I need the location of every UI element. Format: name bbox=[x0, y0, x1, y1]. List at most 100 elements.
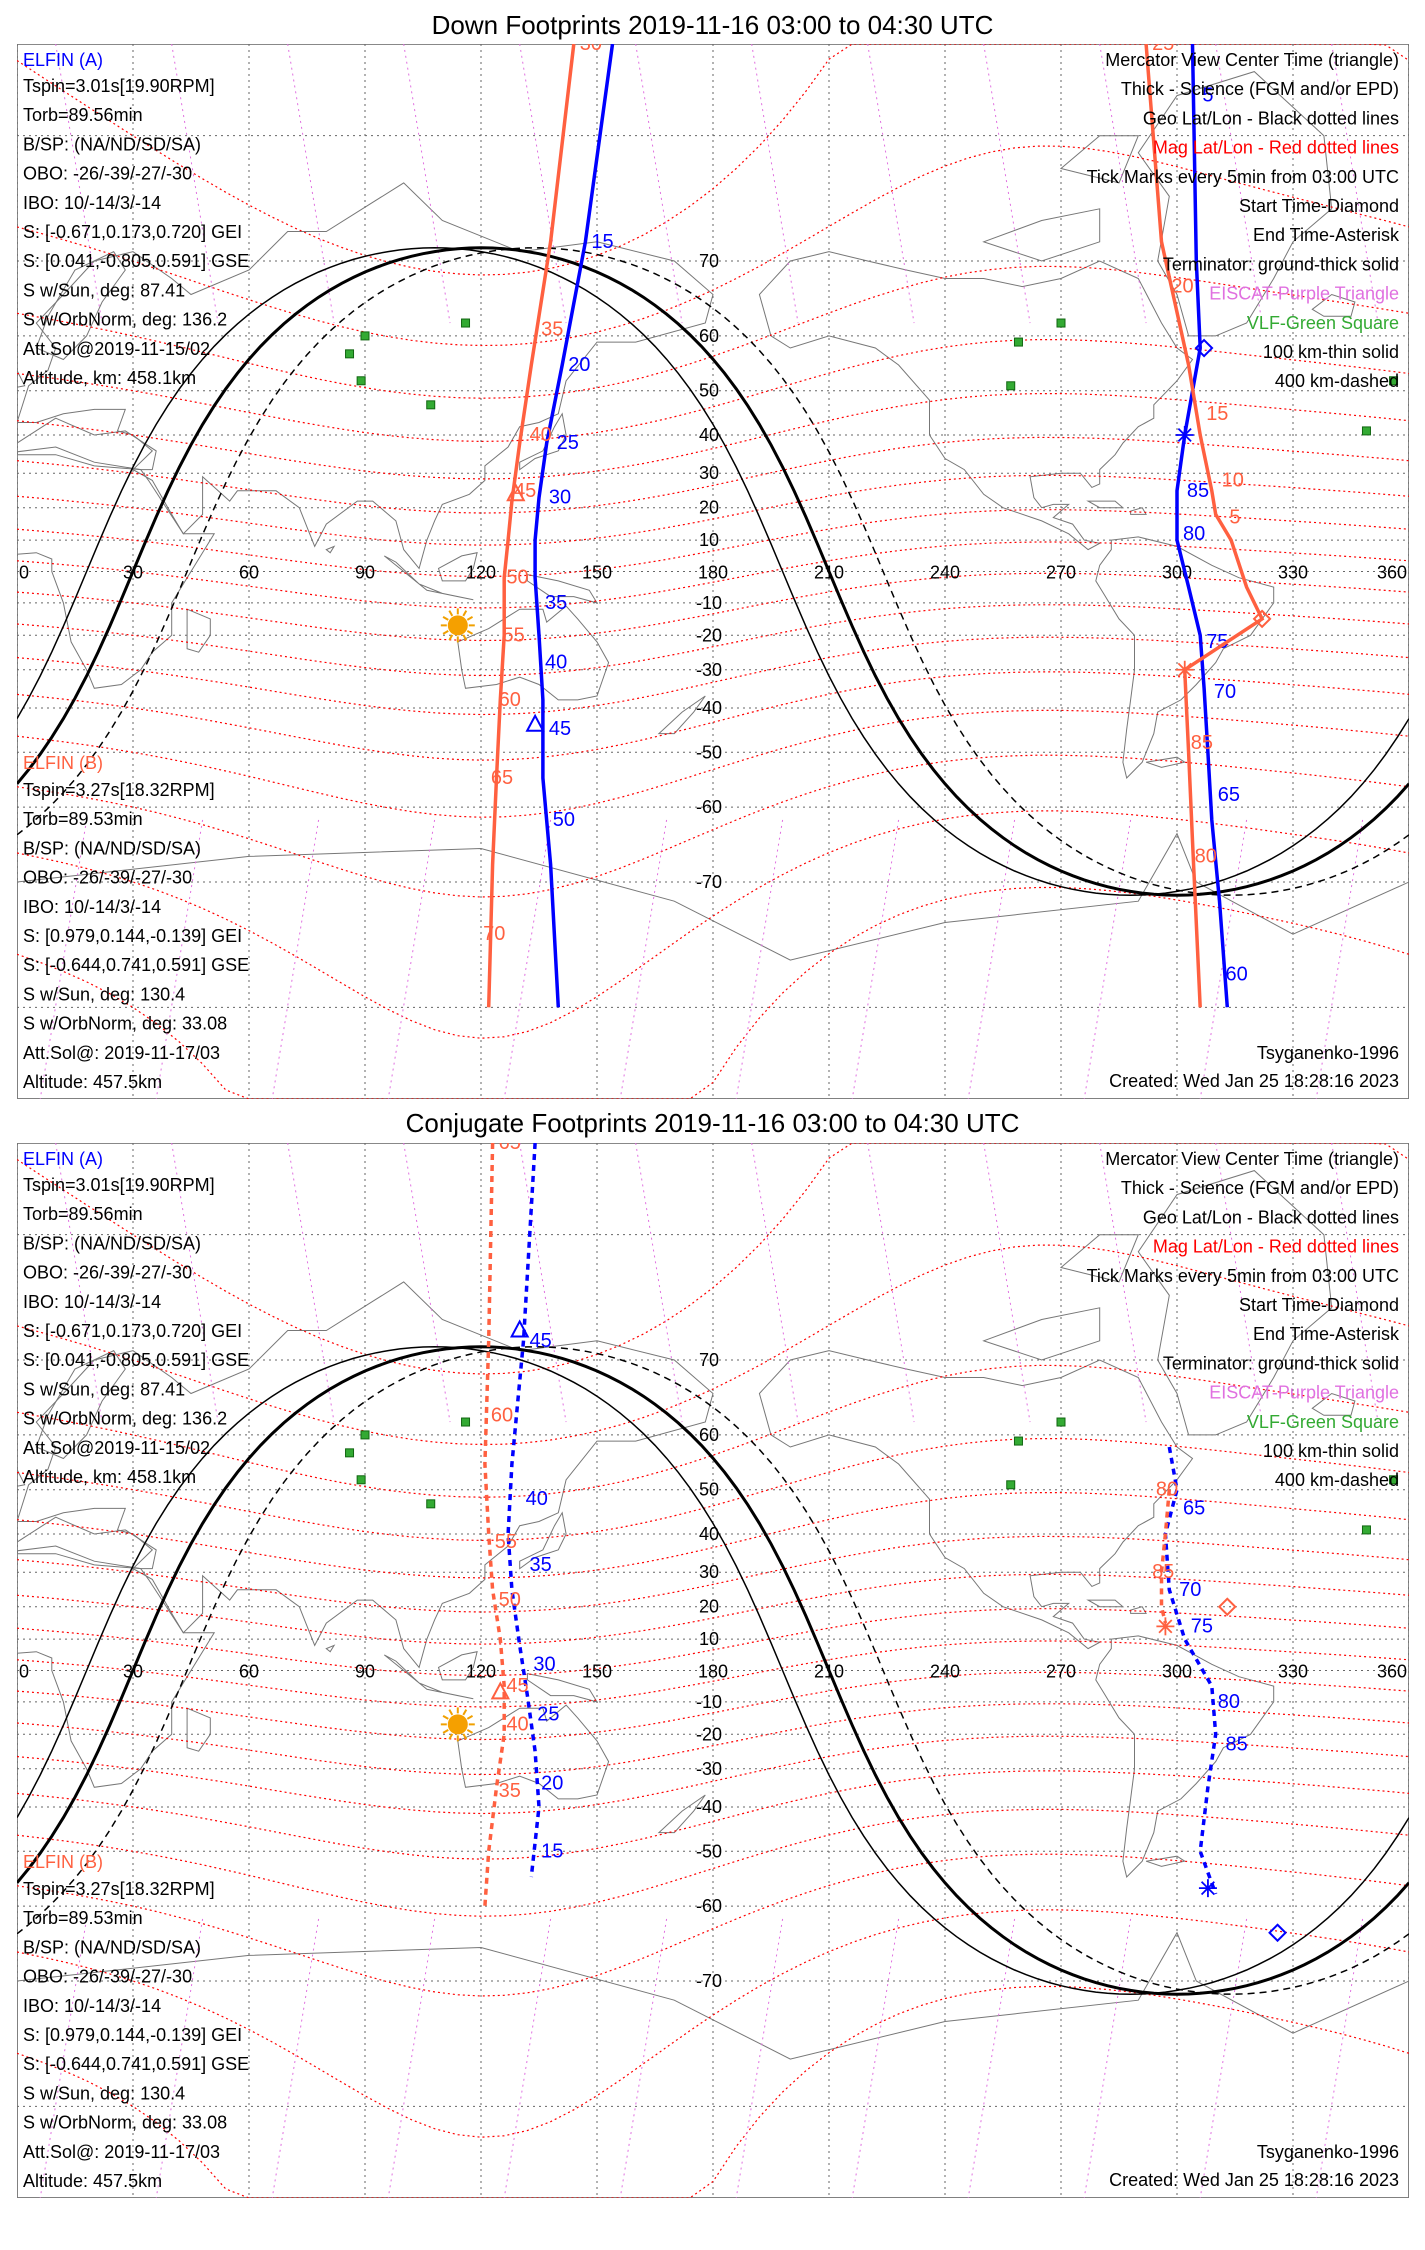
lat-tick-label: -10 bbox=[696, 1692, 722, 1712]
vlf-square bbox=[1361, 1525, 1371, 1535]
coastline bbox=[1130, 507, 1147, 515]
sun-icon bbox=[440, 1707, 475, 1742]
sun-ray bbox=[448, 1709, 454, 1716]
mag-latitude-line bbox=[17, 474, 1409, 546]
lon-tick-label: 120 bbox=[466, 1662, 496, 1682]
end-time-asterisk bbox=[1175, 660, 1194, 679]
mag-meridian bbox=[619, 819, 668, 1099]
legend: Mercator View Center Time (triangle) Thic… bbox=[1087, 1149, 1400, 1490]
vlf-square bbox=[345, 349, 355, 359]
elfin-a-param: S w/Sun, deg: 87.41 bbox=[23, 280, 185, 300]
coastline bbox=[526, 1672, 599, 1703]
mag-meridian bbox=[155, 819, 204, 1099]
elfin-a-footprint bbox=[533, 44, 615, 1008]
start-time-diamond bbox=[1252, 609, 1272, 629]
coastline bbox=[1130, 1606, 1147, 1614]
sun-ray bbox=[448, 634, 454, 641]
elfin-b-param: S w/OrbNorm, deg: 33.08 bbox=[23, 1014, 227, 1034]
elfin-b-param: IBO: 10/-14/3/-14 bbox=[23, 897, 161, 917]
elfin-b-param: Att.Sol@: 2019-11-17/03 bbox=[23, 1043, 220, 1063]
elfin-b-param: OBO: -26/-39/-27/-30 bbox=[23, 868, 192, 888]
coastline bbox=[383, 555, 474, 601]
elfin-a-param: Att.Sol@2019-11-15/02 bbox=[23, 1438, 210, 1458]
mag-latitude-line bbox=[17, 541, 1409, 609]
sun-ray bbox=[462, 1733, 468, 1740]
lon-tick-label: 120 bbox=[466, 563, 496, 583]
sun-ray bbox=[466, 630, 474, 635]
tick-time-label: 85 bbox=[1226, 1733, 1248, 1755]
tick-time-label: 35 bbox=[545, 592, 567, 614]
tick-time-label: 75 bbox=[1206, 631, 1228, 653]
lat-tick-label: -10 bbox=[696, 593, 722, 613]
elfin-b-footprint bbox=[483, 1143, 506, 1907]
tick-time-label: 45 bbox=[506, 1675, 528, 1697]
mag-latitude-line bbox=[17, 572, 1409, 642]
vlf-square bbox=[1013, 1436, 1023, 1446]
mag-latitude-line bbox=[17, 1608, 1409, 1677]
legend-entry: Start Time-Diamond bbox=[1239, 196, 1399, 216]
terminator-line bbox=[17, 247, 1409, 896]
mag-meridian bbox=[39, 1918, 88, 2198]
elfin-a-param: Tspin=3.01s[19.90RPM] bbox=[23, 76, 215, 96]
mag-meridian bbox=[983, 1143, 1031, 1423]
sun-ray bbox=[442, 1715, 449, 1720]
lat-tick-label: 10 bbox=[699, 530, 719, 550]
mag-latitude-line bbox=[17, 509, 1409, 578]
tick-time-label: 80 bbox=[1218, 1691, 1240, 1713]
tick-time-label: 80 bbox=[1156, 1479, 1178, 1501]
tick-time-label: 40 bbox=[545, 652, 567, 674]
sun-ray bbox=[442, 616, 449, 621]
tick-time-label: 20 bbox=[541, 1772, 563, 1794]
vlf-square bbox=[1056, 1417, 1066, 1427]
mag-latitude-line bbox=[17, 1573, 1409, 1645]
elfin-b-param: Altitude: 457.5km bbox=[23, 2171, 162, 2191]
vlf-square bbox=[1389, 1475, 1399, 1485]
created-label: Created: Wed Jan 25 18:28:16 2023 bbox=[1109, 1071, 1399, 1091]
vlf-square bbox=[1361, 426, 1371, 436]
elfin-a-footprint bbox=[1175, 44, 1230, 1008]
tick-time-label: 60 bbox=[1226, 964, 1248, 986]
tick-time-label: 60 bbox=[491, 1404, 513, 1426]
legend-entry: Mag Lat/Lon - Red dotted lines bbox=[1153, 138, 1399, 158]
asterisk-arm bbox=[1177, 662, 1192, 677]
mag-meridian bbox=[619, 1918, 668, 2198]
lon-tick-label: 90 bbox=[355, 563, 375, 583]
elfin-a-param: B/SP: (NA/ND/SD/SA) bbox=[23, 134, 201, 154]
map-panel-down: 0 30 60 90 120 150 180 210 240 270 300 330 360706050… bbox=[17, 44, 1409, 1099]
tick-time-label: 20 bbox=[1171, 276, 1193, 298]
coastline bbox=[17, 417, 157, 471]
elfin-a-param: Torb=89.56min bbox=[23, 1204, 143, 1224]
lat-tick-label: 70 bbox=[699, 251, 719, 271]
mag-meridian bbox=[1083, 1918, 1132, 2198]
mag-meridian bbox=[1099, 44, 1147, 324]
mag-meridian bbox=[1331, 44, 1379, 324]
coastline bbox=[457, 1704, 610, 1800]
center-time-triangle bbox=[506, 483, 526, 502]
lon-tick-label: 150 bbox=[582, 563, 612, 583]
vlf-square bbox=[1056, 318, 1066, 328]
lat-tick-label: -30 bbox=[696, 660, 722, 680]
tick-time-label: 55 bbox=[495, 1531, 517, 1553]
mag-latitude-line bbox=[17, 1640, 1409, 1708]
sun-ray bbox=[466, 1729, 474, 1734]
mag-meridian bbox=[867, 44, 915, 324]
tick-time-label: 55 bbox=[502, 624, 524, 646]
vlf-stations bbox=[345, 1417, 1399, 1535]
coastline bbox=[1311, 1392, 1356, 1416]
lon-tick-label: 330 bbox=[1278, 563, 1308, 583]
elfin-a-param: IBO: 10/-14/3/-14 bbox=[23, 1292, 161, 1312]
vlf-square bbox=[1389, 376, 1399, 386]
coastline bbox=[519, 412, 567, 471]
mag-meridian bbox=[171, 1143, 219, 1423]
tick-time-label: 70 bbox=[1214, 681, 1236, 703]
sun-ray bbox=[462, 610, 468, 617]
mag-meridian bbox=[1199, 819, 1248, 1099]
mag-latitude-line bbox=[17, 886, 1409, 1099]
coastline bbox=[17, 1281, 714, 1669]
tick-time-label: 25 bbox=[1152, 44, 1174, 55]
sun-disc bbox=[447, 615, 468, 636]
vlf-square bbox=[426, 1499, 436, 1509]
geo-grid bbox=[17, 1143, 1409, 2198]
mag-meridian bbox=[1083, 819, 1132, 1099]
map-panel-conjugate: 0 30 60 90 120 150 180 210 240 270 300 330 360 70 60 50… bbox=[17, 1143, 1409, 2198]
